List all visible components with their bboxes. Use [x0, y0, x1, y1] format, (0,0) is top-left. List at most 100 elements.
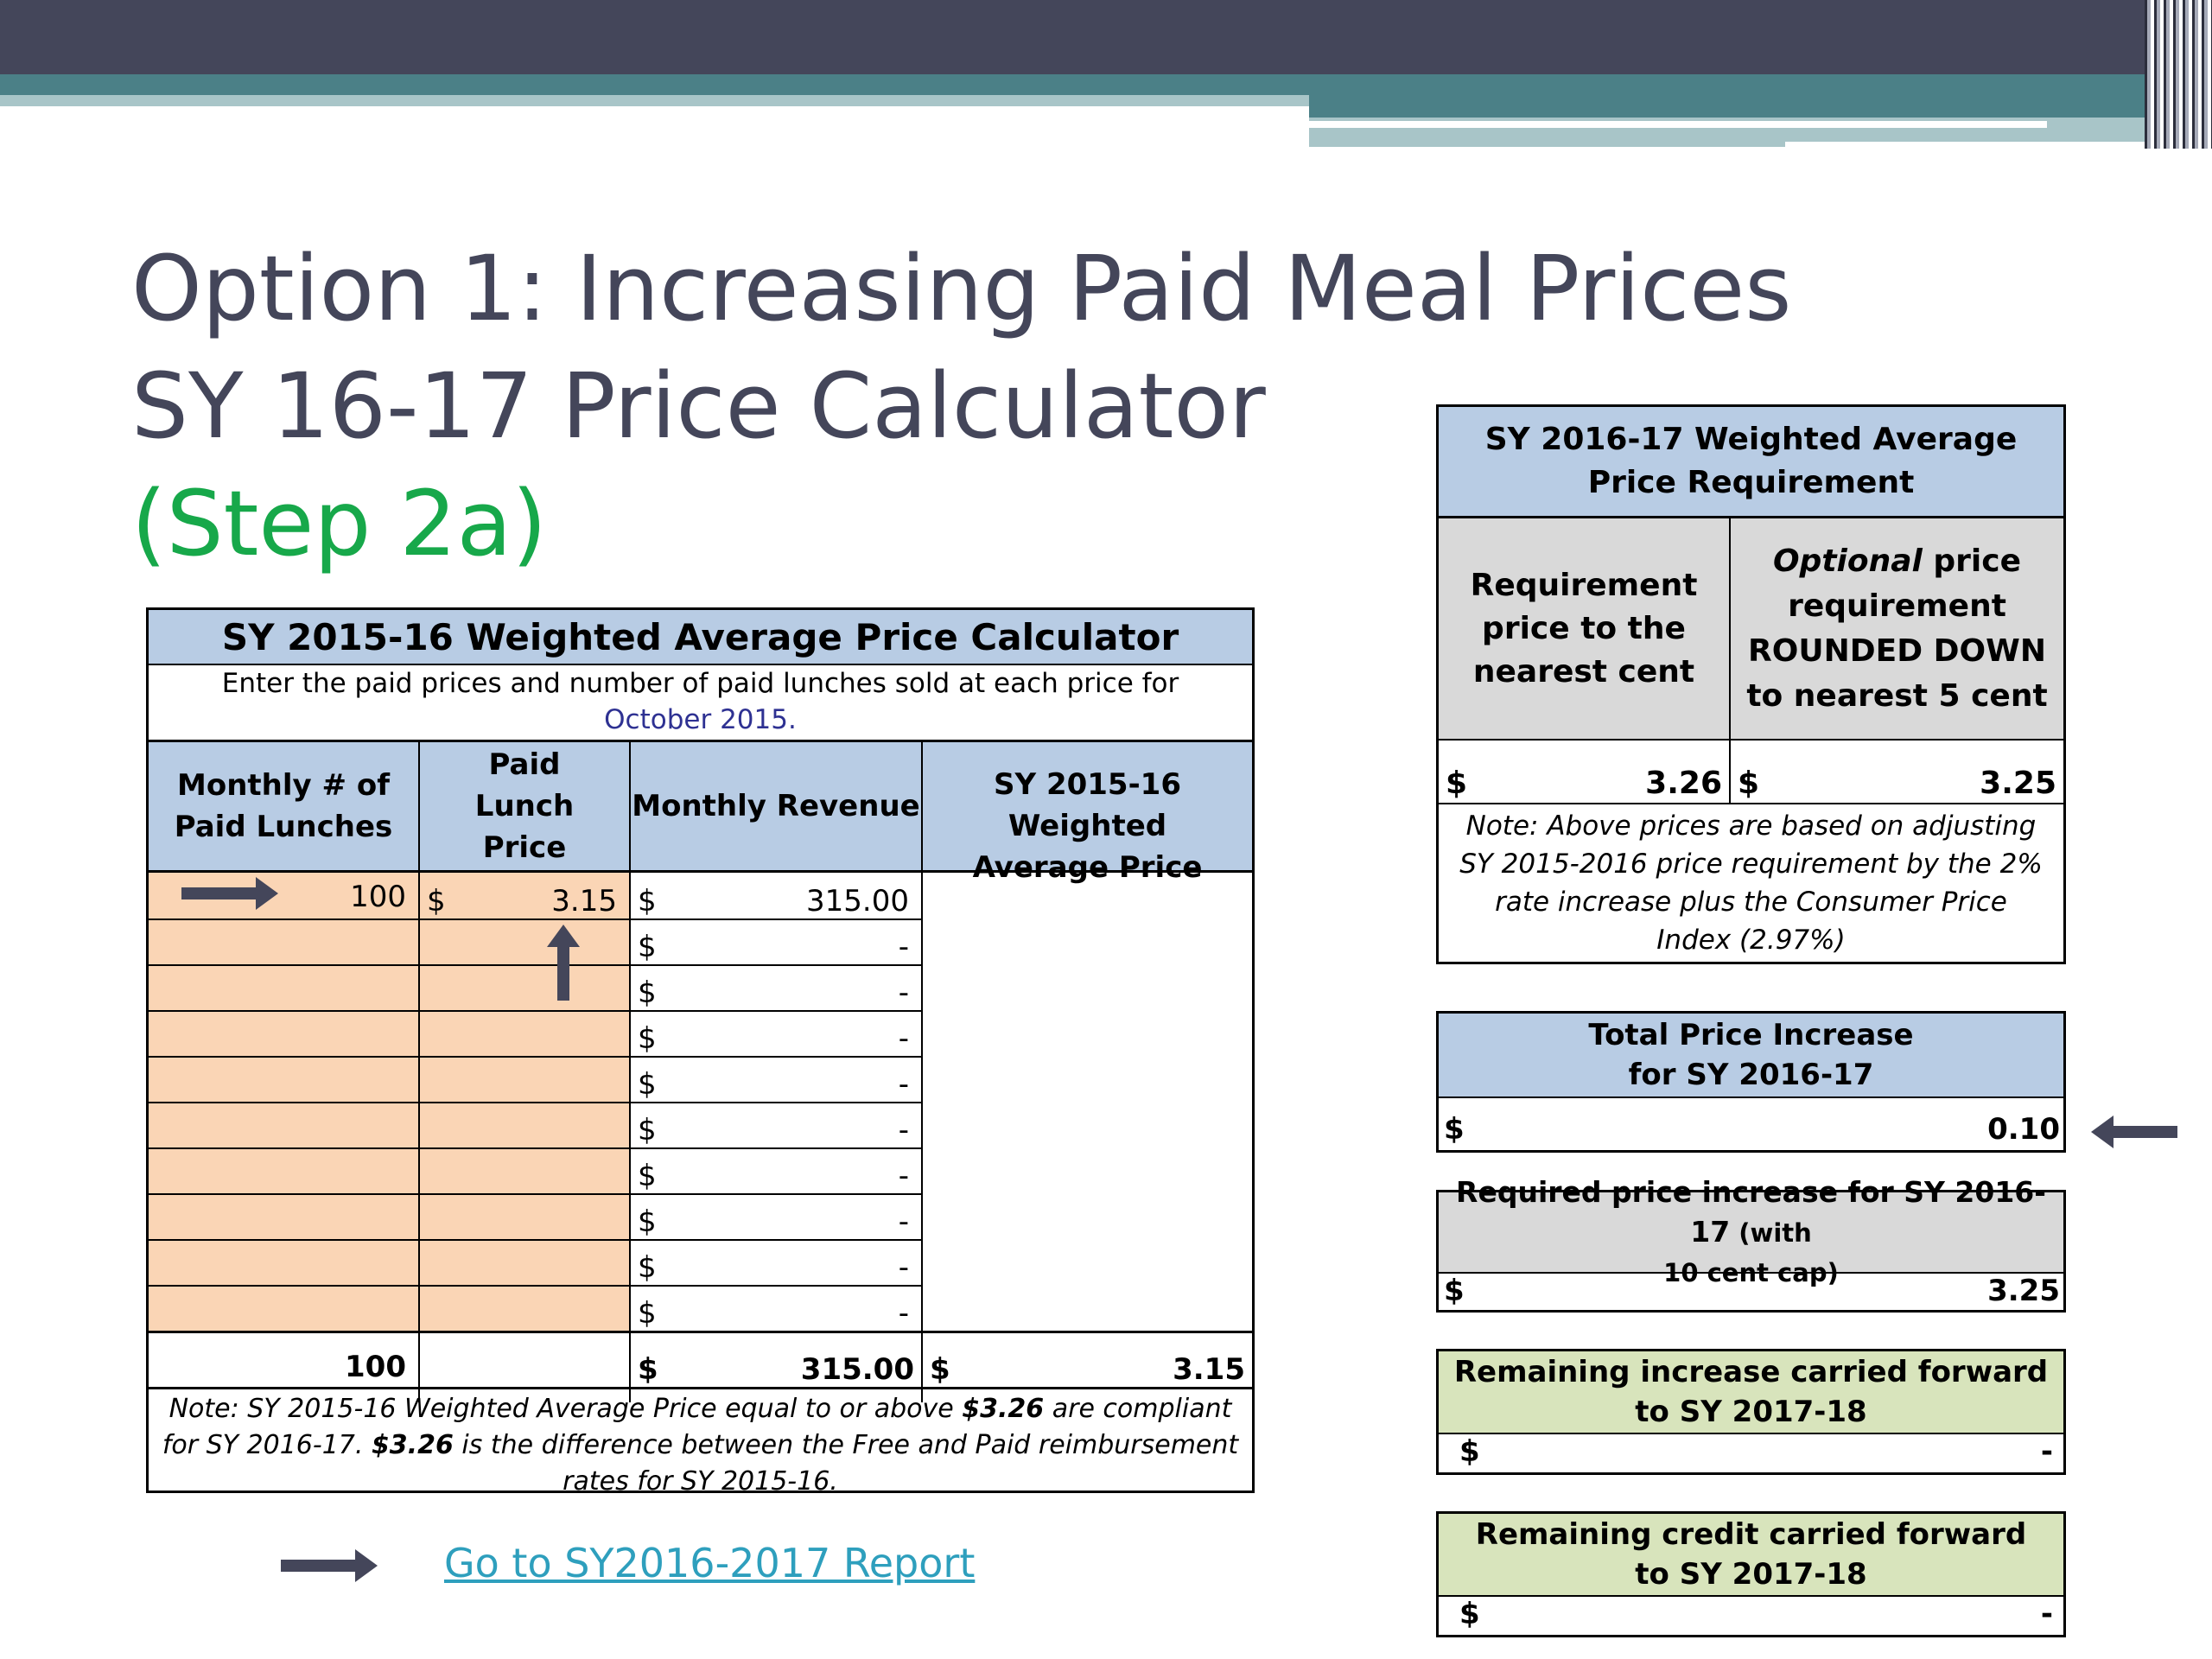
weighted-average-result: $ 3.15 — [923, 1333, 1252, 1387]
slide-step-label: (Step 2a) — [131, 471, 547, 576]
requirement-rounded-value: $ 3.25 — [1731, 741, 2063, 801]
revenue-value: - — [898, 1205, 909, 1239]
revenue-sign: $ — [638, 1067, 657, 1102]
remaining-credit-sign: $ — [1459, 1597, 1480, 1631]
remaining-credit-value: - — [2040, 1597, 2053, 1631]
row-divider — [149, 1056, 921, 1058]
lunches-input[interactable] — [149, 1285, 418, 1331]
lunches-input[interactable] — [149, 964, 418, 1010]
lunches-input[interactable] — [149, 1239, 418, 1285]
total-revenue: $ 315.00 — [631, 1333, 921, 1387]
total-increase-title-1: Total Price Increase — [1588, 1018, 1914, 1052]
revenue-sign: $ — [638, 1205, 657, 1239]
total-revenue-value: 315.00 — [800, 1352, 914, 1387]
price-input[interactable] — [420, 1147, 629, 1193]
total-price-increase-box: Total Price Increase for SY 2016-17 $ 0.… — [1436, 1011, 2066, 1153]
header-paid-lunch-price: Paid Lunch Price — [420, 742, 629, 870]
header-monthly-revenue: Monthly Revenue — [631, 742, 921, 870]
revenue-sign: $ — [638, 976, 657, 1010]
revenue-cell: $ - — [631, 918, 921, 964]
header-weighted-average: SY 2015-16 Weighted Average Price — [923, 742, 1252, 885]
price-input[interactable] — [420, 1285, 629, 1331]
revenue-cell: $ - — [631, 1102, 921, 1147]
price-requirement-table: SY 2016-17 Weighted Average Price Requir… — [1436, 404, 2066, 964]
revenue-value: - — [898, 1250, 909, 1285]
requirement-sign-1: $ — [1446, 766, 1468, 801]
price-input[interactable] — [420, 1193, 629, 1239]
rounded-label: price requirement ROUNDED DOWN to neares… — [1746, 543, 2048, 714]
price-input[interactable] — [420, 1102, 629, 1147]
slide-title-line-1: Option 1: Increasing Paid Meal Prices — [131, 236, 1792, 341]
remaining-credit-title-2: to SY 2017-18 — [1635, 1557, 1867, 1592]
total-increase-title-2: for SY 2016-17 — [1628, 1058, 1874, 1092]
price-input[interactable] — [420, 1056, 629, 1102]
price-input[interactable] — [420, 1010, 629, 1056]
revenue-sign: $ — [638, 1113, 657, 1147]
top-banner-light — [0, 95, 1309, 106]
requirement-value-2: 3.25 — [1980, 766, 2056, 801]
lunches-input[interactable] — [149, 1010, 418, 1056]
required-increase-title: Required price increase for SY 2016-17 (… — [1439, 1175, 2063, 1287]
total-increase-sign: $ — [1444, 1112, 1465, 1147]
price-input[interactable]: $3.15 — [420, 873, 629, 918]
remaining-increase-title-2: to SY 2017-18 — [1635, 1395, 1867, 1429]
top-banner-teal — [0, 74, 2212, 95]
revenue-cell: $ - — [631, 1285, 921, 1331]
lunches-input[interactable] — [149, 1102, 418, 1147]
top-banner-right-block — [1309, 95, 2212, 118]
row-divider — [149, 964, 921, 966]
revenue-value: - — [898, 1021, 909, 1056]
note-text-1: Note: SY 2015-16 Weighted Average Price … — [168, 1394, 963, 1424]
total-revenue-sign: $ — [638, 1352, 658, 1387]
note-text-3: is the difference between the Free and P… — [453, 1430, 1239, 1497]
lunches-input[interactable]: 100 — [350, 880, 406, 914]
lunches-input[interactable] — [149, 1193, 418, 1239]
optional-label: Optional — [1772, 543, 1923, 579]
requirement-nearest-cent-value: $ 3.26 — [1439, 741, 1729, 801]
lunches-input[interactable] — [149, 1056, 418, 1102]
requirement-nearest-cent-header: Requirement price to the nearest cent — [1439, 518, 1729, 739]
lunches-input[interactable] — [149, 918, 418, 964]
revenue-value: - — [898, 1159, 909, 1193]
total-increase-value-row: $ 0.10 — [1439, 1098, 2063, 1150]
row-divider — [149, 1147, 921, 1149]
remaining-increase-title-1: Remaining increase carried forward — [1453, 1355, 2049, 1389]
required-increase-value: 3.25 — [1987, 1274, 2060, 1308]
row-divider — [149, 1193, 921, 1195]
go-to-report-link[interactable]: Go to SY2016-2017 Report — [444, 1540, 976, 1586]
revenue-value: - — [898, 1067, 909, 1102]
revenue-sign: $ — [638, 930, 657, 964]
row-divider — [149, 1010, 921, 1012]
calculator-note: Note: SY 2015-16 Weighted Average Price … — [149, 1391, 1252, 1497]
remaining-credit-value-row: $ - — [1439, 1597, 2063, 1635]
lunches-input[interactable] — [149, 1147, 418, 1193]
revenue-value: - — [898, 1113, 909, 1147]
top-banner-stripes — [2145, 0, 2212, 149]
price-input[interactable] — [420, 964, 629, 1010]
price-input[interactable] — [420, 1239, 629, 1285]
weighted-average-calculator: SY 2015-16 Weighted Average Price Calcul… — [146, 607, 1255, 1497]
price-input[interactable] — [420, 918, 629, 964]
instructions-period: October 2015 — [604, 704, 788, 735]
weighted-average-value: 3.15 — [1173, 1352, 1245, 1387]
remaining-increase-box: Remaining increase carried forward to SY… — [1436, 1349, 2066, 1475]
header-monthly-lunches: Monthly # of Paid Lunches — [149, 742, 418, 870]
requirement-title: SY 2016-17 Weighted Average Price Requir… — [1439, 407, 2063, 516]
requirement-sign-2: $ — [1738, 766, 1760, 801]
revenue-value: - — [898, 976, 909, 1010]
required-price-increase-box: Required price increase for SY 2016-17 (… — [1436, 1175, 2066, 1313]
required-increase-value-row: $ 3.25 — [1439, 1274, 2063, 1310]
price-sign: $ — [427, 884, 446, 918]
note-text-2: are compliant for SY 2016-17. — [162, 1394, 1232, 1460]
total-lunches: 100 — [345, 1350, 406, 1384]
up-arrow-icon — [547, 925, 580, 1001]
revenue-cell: $ - — [631, 1193, 921, 1239]
revenue-sign: $ — [638, 1021, 657, 1056]
row-divider — [149, 1102, 921, 1103]
note-amount-2: $3.26 — [371, 1430, 454, 1460]
revenue-sign: $ — [638, 1250, 657, 1285]
revenue-value: 315.00 — [806, 884, 909, 918]
calculator-title: SY 2015-16 Weighted Average Price Calcul… — [149, 610, 1252, 664]
revenue-value: - — [898, 930, 909, 964]
requirement-rounded-header: Optional price requirement ROUNDED DOWN … — [1731, 518, 2063, 739]
